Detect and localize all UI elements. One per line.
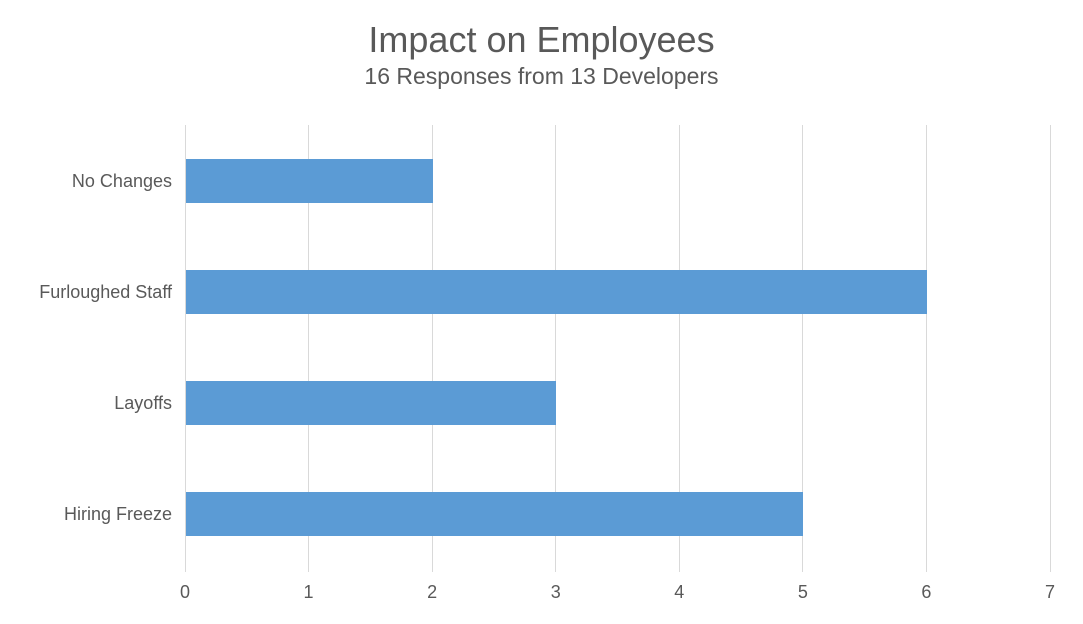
gridline	[802, 125, 804, 572]
gridline	[431, 125, 433, 572]
x-tick-label: 1	[303, 582, 314, 602]
chart-title: Impact on Employees	[368, 19, 715, 60]
gridline	[678, 125, 680, 572]
gridline	[1049, 125, 1051, 572]
x-tick-label: 4	[674, 582, 685, 602]
bar	[185, 381, 557, 426]
bar	[185, 269, 927, 314]
category-label: Layoffs	[114, 393, 172, 414]
bar	[185, 492, 804, 537]
x-tick-label: 5	[797, 582, 808, 602]
chart-subtitle: 16 Responses from 13 Developers	[364, 63, 719, 89]
category-label: No Changes	[71, 170, 172, 191]
x-tick-label: 7	[1044, 582, 1055, 602]
category-label: Furloughed Staff	[39, 281, 172, 302]
gridline	[308, 125, 310, 572]
gridline	[184, 125, 186, 572]
bar	[185, 158, 433, 203]
x-tick-label: 6	[921, 582, 932, 602]
x-tick-label: 3	[550, 582, 561, 602]
gridline	[925, 125, 927, 572]
x-tick-label: 2	[427, 582, 438, 602]
x-tick-label: 0	[179, 582, 190, 602]
category-label: Hiring Freeze	[63, 504, 172, 525]
gridline	[555, 125, 557, 572]
